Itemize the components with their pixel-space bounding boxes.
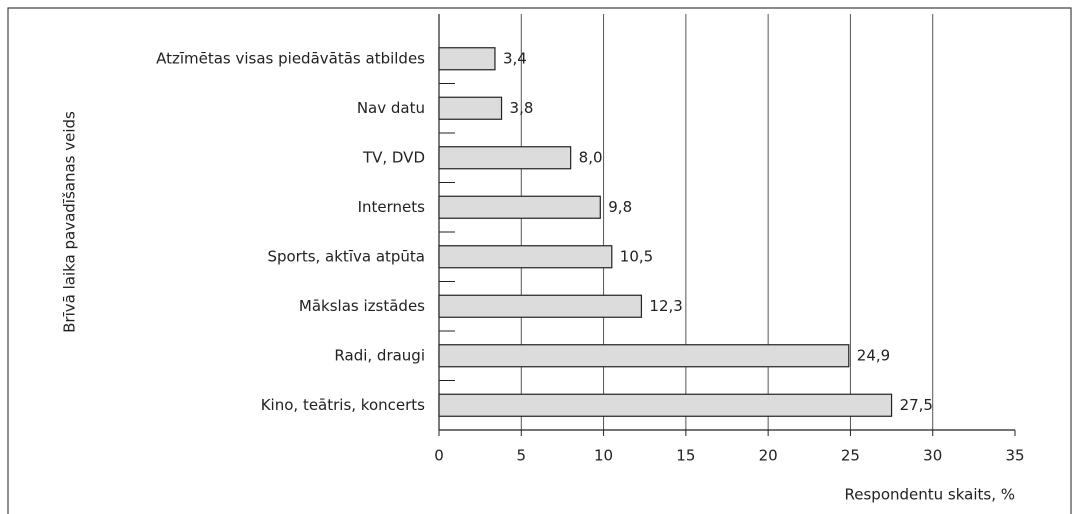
- data-label: 3,4: [503, 49, 527, 67]
- bar: [438, 195, 601, 219]
- data-label: 3,8: [510, 99, 534, 117]
- y-tick-label: TV, DVD: [362, 148, 425, 166]
- data-label: 27,5: [900, 396, 933, 414]
- y-tick-label: Atzīmētas visas piedāvātās atbildes: [156, 49, 425, 67]
- bar: [438, 96, 503, 120]
- x-axis-label: Respondentu skaits, %: [845, 486, 1016, 504]
- bar: [438, 344, 850, 368]
- x-tick-label: 25: [841, 447, 860, 465]
- y-axis-label: Brīvā laika pavadīšanas veids: [61, 111, 79, 333]
- bar: [438, 393, 893, 417]
- y-tick-label: Sports, aktīva atpūta: [267, 247, 425, 265]
- x-tick-label: 30: [923, 447, 942, 465]
- bar: [438, 47, 496, 71]
- bar: [438, 245, 613, 269]
- x-tick-label: 5: [517, 447, 527, 465]
- frame: [7, 7, 1072, 514]
- x-tick-label: 0: [434, 447, 444, 465]
- y-tick-label: Kino, teātris, koncerts: [261, 396, 425, 414]
- data-label: 8,0: [579, 148, 603, 166]
- data-label: 24,9: [857, 346, 890, 364]
- x-tick-label: 20: [759, 447, 778, 465]
- x-tick-label: 15: [676, 447, 695, 465]
- bar: [438, 146, 572, 170]
- data-label: 9,8: [608, 198, 632, 216]
- x-tick-label: 35: [1005, 447, 1024, 465]
- x-tick-label: 10: [594, 447, 613, 465]
- data-label: 10,5: [620, 247, 653, 265]
- data-label: 12,3: [649, 297, 682, 315]
- bar: [438, 294, 643, 318]
- y-tick-label: Internets: [358, 198, 426, 216]
- y-tick-label: Mākslas izstādes: [299, 297, 425, 315]
- y-tick-label: Nav datu: [357, 99, 425, 117]
- y-tick-label: Radi, draugi: [334, 346, 425, 364]
